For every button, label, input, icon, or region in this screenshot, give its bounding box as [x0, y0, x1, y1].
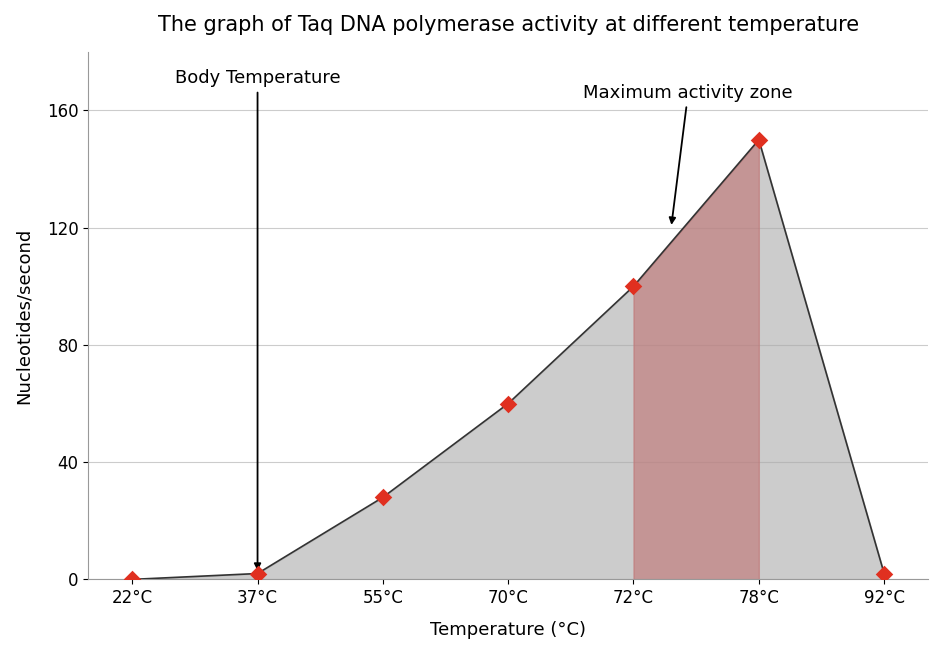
Point [626, 281, 641, 292]
Point [501, 398, 516, 409]
X-axis label: Temperature (°C): Temperature (°C) [430, 621, 587, 639]
Point [250, 568, 265, 579]
Y-axis label: Nucleotides/second: Nucleotides/second [15, 228, 33, 404]
Point [752, 135, 767, 145]
Point [375, 492, 390, 502]
Text: Body Temperature: Body Temperature [174, 69, 340, 569]
Point [877, 568, 892, 579]
Text: Maximum activity zone: Maximum activity zone [584, 84, 793, 223]
Title: The graph of Taq DNA polymerase activity at different temperature: The graph of Taq DNA polymerase activity… [157, 15, 859, 35]
Point [124, 574, 140, 585]
